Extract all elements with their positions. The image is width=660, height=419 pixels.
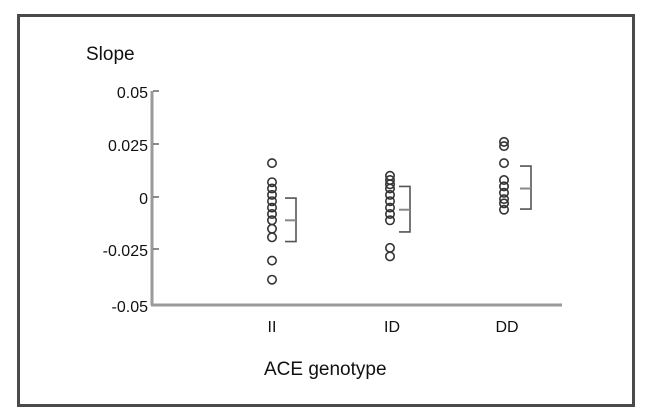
y-ticks: 0.05 0.025 0 -0.025 -0.05	[103, 85, 159, 316]
data-point	[498, 187, 509, 198]
y-tick-label: 0.05	[117, 85, 148, 102]
data-point	[498, 158, 509, 169]
data-point	[266, 255, 277, 266]
data-point	[266, 202, 277, 213]
data-point	[384, 196, 395, 207]
data-point	[266, 183, 277, 194]
data-point	[384, 189, 395, 200]
y-tick-label: -0.025	[103, 243, 148, 260]
data-point	[498, 181, 509, 192]
data-point	[266, 209, 277, 220]
data-point	[384, 209, 395, 220]
data-point	[266, 232, 277, 243]
y-axis-title: Slope	[86, 44, 135, 65]
x-tick-label: DD	[495, 319, 518, 336]
data-point	[498, 198, 509, 209]
data-point	[498, 194, 509, 205]
data-point	[384, 179, 395, 190]
x-tick-label: ID	[384, 319, 400, 336]
data-point	[384, 251, 395, 262]
figure-frame	[17, 14, 635, 407]
y-tick-label: 0.025	[108, 138, 148, 155]
data-point	[266, 189, 277, 200]
data-point	[266, 158, 277, 169]
data-point	[384, 183, 395, 194]
y-tick-label: -0.05	[112, 299, 149, 316]
data-point	[266, 196, 277, 207]
data-point	[266, 215, 277, 226]
data-point	[266, 223, 277, 234]
data-points	[266, 136, 509, 285]
y-tick-label: 0	[139, 191, 148, 208]
data-point	[498, 204, 509, 215]
x-tick-label: II	[268, 319, 277, 336]
data-point	[266, 274, 277, 285]
data-point	[266, 177, 277, 188]
data-point	[384, 242, 395, 253]
data-point	[498, 141, 509, 152]
data-point	[384, 215, 395, 226]
data-point	[384, 202, 395, 213]
data-point	[498, 136, 509, 147]
sd-brackets	[285, 165, 532, 243]
x-axis-title: ACE genotype	[264, 359, 387, 380]
data-point	[498, 175, 509, 186]
